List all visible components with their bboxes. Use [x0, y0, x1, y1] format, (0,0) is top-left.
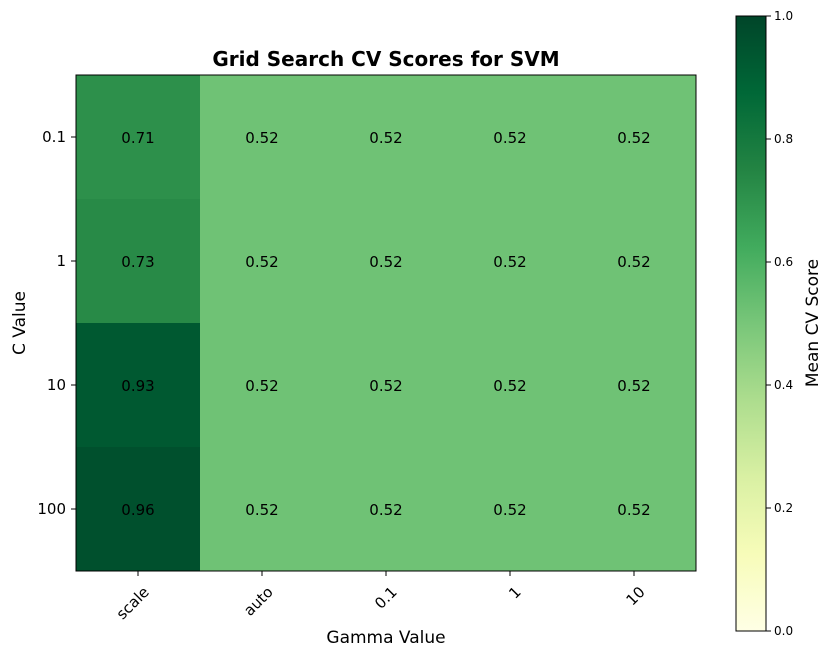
x-tick-label: 10	[623, 583, 649, 609]
x-tick-label: 0.1	[371, 583, 401, 613]
heatmap-cell	[200, 323, 325, 448]
x-axis-ticks: scale auto 0.1 1 10	[113, 571, 649, 623]
heatmap-cell	[324, 323, 449, 448]
chart-title: Grid Search CV Scores for SVM	[212, 47, 559, 71]
colorbar	[735, 15, 767, 632]
cell-value-label: 0.52	[617, 377, 650, 395]
cell-value-label: 0.52	[493, 501, 526, 519]
colorbar-label: Mean CV Score	[803, 259, 823, 387]
x-tick-label: auto	[240, 583, 277, 620]
y-tick-label: 0.1	[42, 128, 66, 146]
cell-value-label: 0.96	[121, 501, 154, 519]
heatmap-cell	[324, 75, 449, 200]
heatmap-value-labels: 0.71 0.52 0.52 0.52 0.52 0.73 0.52 0.52 0.52 0.52…	[121, 129, 650, 519]
heatmap-cell	[76, 75, 201, 200]
colorbar-tick-label: 0.6	[774, 255, 793, 269]
cell-value-label: 0.73	[121, 253, 154, 271]
cell-value-label: 0.93	[121, 377, 154, 395]
colorbar-ticks: 0.0 0.2 0.4 0.6 0.8 1.0	[766, 9, 793, 638]
heatmap-cell	[448, 447, 573, 572]
heatmap-cell	[572, 199, 697, 324]
heatmap-cell	[324, 199, 449, 324]
x-tick-label: scale	[113, 583, 153, 623]
colorbar-tick-label: 0.0	[774, 624, 793, 638]
colorbar-tick-label: 0.8	[774, 132, 793, 146]
heatmap-cell	[200, 75, 325, 200]
heatmap-cell	[324, 447, 449, 572]
heatmap-cell	[448, 75, 573, 200]
heatmap-cell	[448, 323, 573, 448]
heatmap-cell	[76, 323, 201, 448]
colorbar-tick-label: 0.2	[774, 501, 793, 515]
heatmap-cell	[572, 323, 697, 448]
cell-value-label: 0.52	[493, 377, 526, 395]
cell-value-label: 0.52	[617, 501, 650, 519]
cell-value-label: 0.52	[245, 253, 278, 271]
cell-value-label: 0.52	[245, 377, 278, 395]
cell-value-label: 0.52	[617, 253, 650, 271]
heatmap-cell	[572, 447, 697, 572]
cell-value-label: 0.52	[245, 129, 278, 147]
y-axis-label: C Value	[10, 291, 30, 355]
y-tick-label: 1	[56, 252, 66, 270]
cell-value-label: 0.52	[245, 501, 278, 519]
colorbar-tick-label: 1.0	[774, 9, 793, 23]
cell-value-label: 0.52	[493, 253, 526, 271]
cell-value-label: 0.52	[369, 377, 402, 395]
y-tick-label: 100	[37, 500, 66, 518]
cell-value-label: 0.52	[369, 129, 402, 147]
heatmap-cell	[200, 447, 325, 572]
colorbar-tick-label: 0.4	[774, 378, 793, 392]
cell-value-label: 0.52	[493, 129, 526, 147]
heatmap-cell	[76, 447, 201, 572]
x-axis-label: Gamma Value	[326, 628, 445, 648]
y-axis-ticks: 0.1 1 10 100	[37, 128, 76, 518]
heatmap-cell	[76, 199, 201, 324]
x-tick-label: 1	[505, 583, 524, 602]
cell-value-label: 0.52	[617, 129, 650, 147]
heatmap-cell	[572, 75, 697, 200]
heatmap-cell	[200, 199, 325, 324]
cell-value-label: 0.52	[369, 501, 402, 519]
heatmap-cells	[76, 75, 697, 572]
y-tick-label: 10	[47, 376, 66, 394]
cell-value-label: 0.52	[369, 253, 402, 271]
heatmap-cell	[448, 199, 573, 324]
cell-value-label: 0.71	[121, 129, 154, 147]
